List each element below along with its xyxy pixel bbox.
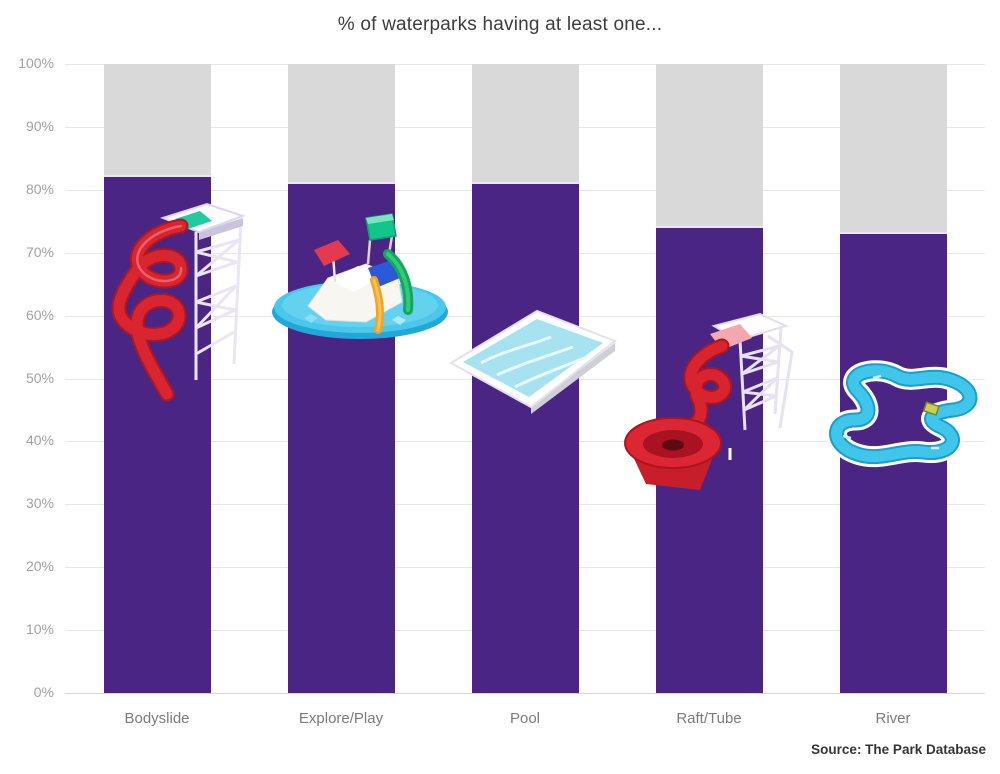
y-axis-tick-label: 40%: [25, 432, 54, 449]
y-axis-tick-label: 70%: [25, 243, 54, 260]
y-axis-tick-label: 90%: [25, 117, 54, 134]
x-axis-category-label: Pool: [509, 710, 541, 727]
pool-icon: [448, 309, 618, 414]
y-axis-tick-label: 80%: [25, 180, 54, 197]
bodyslide-icon: [111, 202, 245, 402]
y-axis-tick-label: 10%: [25, 621, 54, 638]
bar-remainder-segment: [655, 64, 763, 228]
x-axis-category-label: Explore/Play: [298, 710, 384, 727]
x-axis-category-label: Raft/Tube: [676, 710, 742, 727]
source-note: Source: The Park Database: [811, 742, 986, 757]
y-axis-tick-label: 30%: [25, 495, 54, 512]
chart-title: % of waterparks having at least one...: [337, 14, 663, 35]
bar-explore-play[interactable]: [287, 64, 395, 693]
explore-play-icon: [272, 213, 448, 339]
bar-value-segment: [471, 183, 579, 693]
bar-remainder-segment: [287, 64, 395, 184]
y-axis-tick-label: 50%: [25, 369, 54, 386]
x-axis-category-label: River: [875, 710, 911, 727]
y-axis-tick-label: 100%: [18, 55, 54, 71]
y-axis-tick-label: 0%: [33, 684, 54, 700]
y-axis-tick-label: 20%: [25, 558, 54, 575]
river-icon: [826, 360, 981, 468]
bar-remainder-segment: [103, 64, 211, 178]
x-axis-category-label: Bodyslide: [124, 710, 190, 727]
raft-tube-icon: [624, 312, 794, 490]
gridline: [65, 693, 985, 694]
bar-remainder-segment: [471, 64, 579, 184]
bar-remainder-segment: [839, 64, 947, 234]
y-axis-tick-label: 60%: [25, 306, 54, 323]
bar-pool[interactable]: [471, 64, 579, 693]
